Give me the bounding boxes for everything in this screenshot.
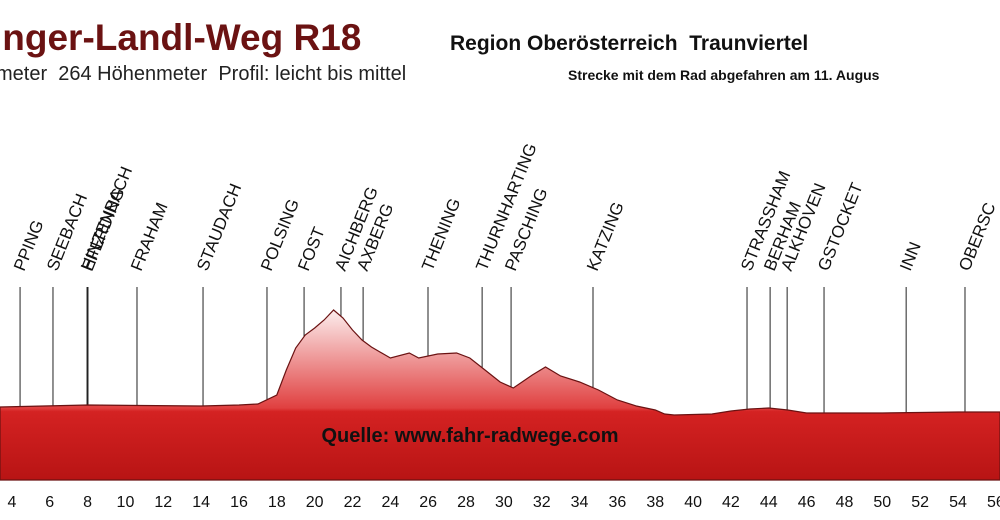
- subtitle: meter 264 Höhenmeter Profil: leicht bis …: [0, 63, 406, 85]
- x-tick-label: 24: [381, 494, 399, 511]
- x-tick-label: 10: [117, 494, 135, 511]
- x-tick-label: 44: [760, 494, 778, 511]
- x-tick-label: 14: [192, 494, 210, 511]
- x-tick-label: 34: [571, 494, 589, 511]
- note: Strecke mit dem Rad abgefahren am 11. Au…: [568, 67, 880, 83]
- x-tick-label: 50: [873, 494, 891, 511]
- source: Quelle: www.fahr-radwege.com: [321, 425, 618, 447]
- x-tick-label: 42: [722, 494, 740, 511]
- x-tick-label: 36: [609, 494, 627, 511]
- x-tick-label: 40: [684, 494, 702, 511]
- x-tick-label: 52: [911, 494, 929, 511]
- profile-area: [0, 309, 1000, 481]
- x-tick-label: 12: [154, 494, 172, 511]
- x-tick-label: 18: [268, 494, 286, 511]
- profile: [0, 309, 1000, 481]
- region: Region Oberösterreich Traunviertel: [450, 32, 808, 55]
- x-tick-label: 46: [798, 494, 816, 511]
- x-tick-label: 28: [457, 494, 475, 511]
- x-tick-label: 22: [344, 494, 362, 511]
- x-tick-label: 54: [949, 494, 967, 511]
- x-tick-label: 6: [45, 494, 54, 511]
- x-tick-label: 48: [836, 494, 854, 511]
- x-tick-label: 8: [83, 494, 92, 511]
- x-tick-label: 26: [419, 494, 437, 511]
- x-tick-label: 32: [533, 494, 551, 511]
- x-tick-label: 4: [7, 494, 16, 511]
- x-tick-label: 56: [987, 494, 1000, 511]
- x-tick-label: 38: [646, 494, 664, 511]
- x-tick-label: 30: [495, 494, 513, 511]
- x-tick-label: 16: [230, 494, 248, 511]
- x-tick-label: 20: [306, 494, 324, 511]
- chart-title: inger-Landl-Weg R18: [0, 17, 361, 58]
